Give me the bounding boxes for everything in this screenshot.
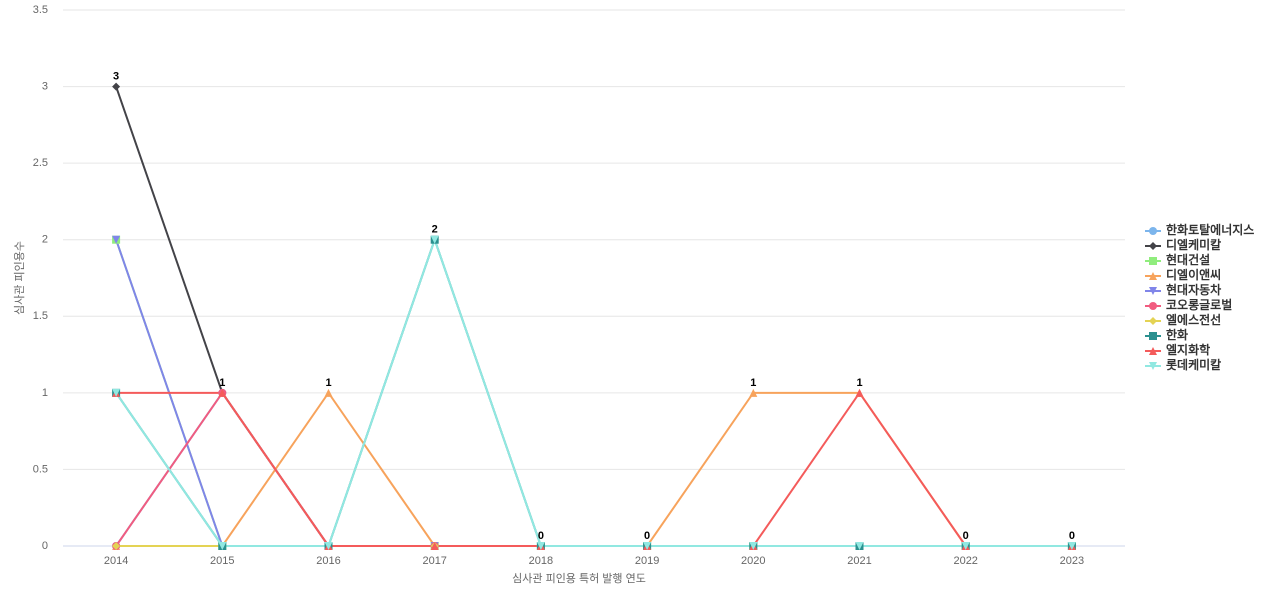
point-marker [1149, 287, 1157, 295]
point-marker [1149, 227, 1157, 235]
series-line [115, 236, 1072, 547]
x-tick-label: 2023 [1060, 555, 1084, 567]
point-marker [961, 542, 970, 550]
data-label: 2 [432, 224, 438, 236]
y-tick-label: 2.5 [33, 157, 48, 169]
legend-label: 엘에스전선 [1166, 312, 1221, 327]
x-tick-label: 2017 [422, 555, 446, 567]
data-label: 0 [538, 530, 544, 542]
legend-label: 롯데케미칼 [1166, 357, 1221, 372]
point-marker [324, 542, 333, 550]
point-marker [1149, 302, 1157, 310]
data-label: 3 [113, 70, 119, 82]
point-marker [112, 82, 121, 91]
point-marker [749, 542, 758, 550]
point-marker [430, 235, 439, 244]
x-tick-label: 2015 [210, 555, 234, 567]
point-marker [218, 542, 227, 550]
data-label: 1 [856, 377, 862, 389]
point-marker [1067, 542, 1076, 550]
point-marker [218, 388, 227, 397]
x-tick-label: 2016 [316, 555, 340, 567]
x-tick-label: 2019 [635, 555, 659, 567]
point-marker [1149, 242, 1157, 250]
point-marker [855, 542, 864, 550]
x-tick-label: 2018 [529, 555, 553, 567]
y-tick-label: 3 [42, 80, 48, 92]
point-marker [1149, 362, 1157, 370]
x-tick-label: 2022 [953, 555, 977, 567]
point-marker [112, 542, 121, 550]
data-label: 1 [325, 377, 331, 389]
data-label: 1 [219, 377, 225, 389]
point-marker [1149, 317, 1157, 325]
data-label: 0 [1069, 530, 1075, 542]
point-marker [643, 542, 652, 550]
legend-label: 현대건설 [1166, 252, 1210, 267]
x-tick-label: 2014 [104, 555, 128, 567]
x-axis-title: 심사관 피인용 특허 발행 연도 [512, 572, 646, 585]
legend-label: 코오롱글로벌 [1166, 297, 1232, 312]
y-tick-label: 1.5 [33, 310, 48, 322]
data-label: 0 [644, 530, 650, 542]
x-tick-label: 2021 [847, 555, 871, 567]
y-axis-title: 심사관 피인용수 [13, 241, 26, 315]
point-marker [1149, 332, 1157, 340]
point-marker [749, 388, 758, 397]
point-marker [1149, 272, 1157, 280]
data-label: 0 [963, 530, 969, 542]
y-tick-label: 0.5 [33, 463, 48, 475]
data-label: 1 [750, 377, 756, 389]
x-tick-label: 2020 [741, 555, 765, 567]
y-tick-label: 2 [42, 234, 48, 246]
legend-label: 디엘케미칼 [1166, 237, 1221, 252]
y-tick-label: 3.5 [33, 4, 48, 16]
point-marker [112, 235, 121, 244]
y-tick-label: 1 [42, 387, 48, 399]
legend-label: 현대자동차 [1166, 282, 1221, 297]
point-marker [1149, 257, 1157, 265]
point-marker [324, 388, 333, 397]
point-marker [855, 388, 864, 397]
legend-label: 디엘이앤씨 [1166, 267, 1221, 282]
legend-label: 한화 [1166, 327, 1188, 342]
legend-label: 한화토탈에너지스 [1166, 222, 1254, 237]
point-marker [112, 388, 121, 397]
y-tick-label: 0 [42, 540, 48, 552]
point-marker [430, 542, 439, 550]
point-marker [536, 542, 545, 550]
legend-label: 엘지화학 [1166, 342, 1210, 357]
point-marker [1149, 347, 1157, 355]
